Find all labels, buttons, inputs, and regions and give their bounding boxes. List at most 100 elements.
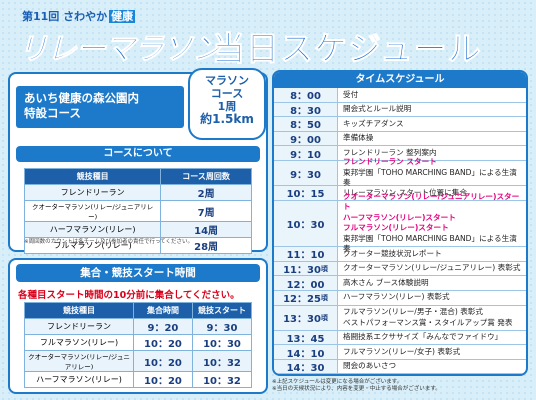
header-row: 競技種目 集合時間 競技スタート (24, 302, 253, 319)
row: クオーターマラソン(リレー/ジュニアリレー) 10：20 10：32 (24, 350, 253, 372)
column-header: 競技種目 (24, 302, 134, 319)
badge-line: コース (210, 87, 244, 100)
schedule-time: 13：45 (274, 330, 338, 345)
cell: 10：20 (132, 334, 193, 351)
column-header: コース周回数 (160, 168, 252, 185)
schedule-row: 10：15 リレーマラソン スタート位置に集合 (274, 186, 526, 201)
schedule-event: クオーターマラソン(リレー/ジュニアリレー) 表彰式 (338, 262, 526, 276)
start-notice: 各種目スタート時間の10分前に集合してください。 (18, 290, 240, 301)
venue-line: あいち健康の森公園内 (24, 91, 139, 105)
schedule-row: 9：10 フレンドリーラン 整列案内 (274, 146, 526, 161)
time-suffix: 頃 (320, 313, 328, 322)
cell: 14周 (160, 221, 252, 238)
row: フルマラソン(リレー) 10：20 10：30 (24, 334, 253, 351)
event-line: 東邦学園「TOHO MARCHING BAND」による生演奏 (343, 233, 517, 254)
cell: クオーターマラソン(リレー/ジュニアリレー) (24, 350, 134, 372)
schedule-time: 9：10 (274, 146, 338, 161)
time: 12：00 (286, 279, 325, 291)
schedule-event: 受付 (338, 88, 526, 102)
schedule-row: 8：30 開会式とルール説明 (274, 102, 526, 118)
time-suffix: 頃 (320, 264, 328, 273)
time: 14：10 (286, 348, 325, 360)
edition: 第11回 (22, 10, 60, 23)
time: 9：10 (290, 149, 321, 161)
event-line: フルマラソン(リレー)スタート (343, 223, 449, 233)
schedule-event: 格闘技系エクササイズ「みんなでファイドウ」 (338, 331, 526, 345)
schedule-event: クオーターマラソン(リレー/ジュニアリレー)スタート ハーフマラソン(リレー)スタ… (338, 192, 526, 254)
cell: 9：30 (191, 318, 253, 335)
column-header: 競技種目 (23, 168, 162, 185)
event-line: フレンドリーラン スタート (343, 157, 437, 167)
schedule-row: 12：25 頃ハーフマラソン(リレー) 表彰式 (274, 290, 526, 306)
schedule-time: 14：10 (274, 345, 338, 360)
row: ハーフマラソン(リレー) 10：20 10：32 (24, 371, 253, 388)
note: ※上記スケジュールは変更になる場合がございます。 (272, 379, 403, 385)
cell: ハーフマラソン(リレー) (23, 221, 162, 238)
schedule-time: 8：00 (274, 88, 338, 102)
event-line: クオーターマラソン(リレー/ジュニアリレー) 表彰式 (343, 263, 521, 273)
schedule-time: 10：15 (274, 186, 338, 200)
schedule-row: 9：30 フレンドリーラン スタート 東邦学園「TOHO MARCHING BAND… (274, 157, 526, 187)
start-table: 競技種目 集合時間 競技スタート フレンドリーラン 9：20 9：30 フルマラソン(リレー… (24, 302, 253, 388)
time: 8：50 (290, 120, 321, 132)
time: 14：30 (286, 363, 325, 375)
time: 11：30 (283, 265, 321, 277)
header-subtitle: 当日スケジュール (212, 29, 482, 69)
course-badge: マラソン コース 1周 約1.5km (188, 68, 266, 140)
time: 13：45 (286, 334, 325, 345)
event-line: クオーター競技状況レポート (343, 248, 442, 258)
schedule-event: キッズチアダンス (338, 117, 526, 131)
time: 8：00 (290, 91, 321, 103)
schedule-event: 閉会のあいさつ (338, 360, 526, 374)
schedule-time: 12：00 (274, 276, 338, 291)
event-line: クオーターマラソン(リレー/ジュニアリレー)スタート (343, 191, 520, 212)
course-note: ※周回数のカウントは各チーム及び参加者の責任で行ってください。 (24, 239, 194, 245)
time: 11：10 (286, 250, 325, 262)
cell: クオーターマラソン(リレー/ジュニアリレー) (23, 200, 162, 222)
time: 9：00 (290, 135, 321, 147)
schedule-time: 9：00 (274, 131, 338, 147)
badge-lap: 1周 (217, 100, 237, 113)
schedule-row: 8：50 キッズチアダンス (274, 117, 526, 132)
event-line: 受付 (343, 89, 359, 99)
schedule-event: 準備体操 (338, 132, 526, 146)
header-row: 競技種目 コース周回数 (23, 168, 252, 185)
badge-line: マラソン (205, 74, 249, 87)
schedule-event: フルマラソン(リレー/男子・混合) 表彰式 ベストパフォーマンス賞・スタイルアップ… (338, 306, 526, 330)
schedule-time: 11：10 (274, 247, 338, 261)
schedule-time: 13：30 頃 (274, 305, 338, 330)
cell: 7周 (160, 200, 252, 222)
schedule-row: 14：30 閉会のあいさつ (274, 359, 526, 375)
schedule-notes: ※上記スケジュールは変更になる場合がございます。 ※当日の天候状況により、内容を変… (272, 379, 441, 393)
event-line: 準備体操 (343, 133, 374, 143)
schedule-row: 14：10 フルマラソン(リレー/女子) 表彰式 (274, 345, 526, 360)
schedule-event: ハーフマラソン(リレー) 表彰式 (338, 291, 526, 305)
cell: 10：32 (191, 350, 253, 372)
schedule-row: 10：30 クオーターマラソン(リレー/ジュニアリレー)スタート ハーフマラソン(リ… (274, 192, 526, 254)
schedule-event: 開会式とルール説明 (338, 103, 526, 117)
event-line: ハーフマラソン(リレー)スタート (343, 212, 456, 222)
event-line: 格闘技系エクササイズ「みんなでファイドウ」 (343, 332, 503, 342)
column-header: 競技スタート (191, 302, 253, 319)
event-line: フレンドリーラン 整列案内 (343, 147, 437, 157)
event-line: 東邦学園「TOHO MARCHING BAND」による生演奏 (343, 167, 517, 188)
event-line: フルマラソン(リレー/男子・混合) 表彰式 (343, 307, 483, 317)
cell: ハーフマラソン(リレー) (24, 371, 134, 388)
cell: フルマラソン(リレー) (23, 237, 162, 254)
note: ※当日の天候状況により、内容を変更・中止する場合がございます。 (272, 386, 441, 392)
schedule-time: 11：30 頃 (274, 261, 338, 277)
schedule-row: 12：00 高木さん ブース体験説明 (274, 276, 526, 291)
cell: フレンドリーラン (24, 318, 134, 335)
schedule-event: フレンドリーラン スタート 東邦学園「TOHO MARCHING BAND」による… (338, 157, 526, 187)
event-line: 開会式とルール説明 (343, 104, 412, 114)
event-line: ハーフマラソン(リレー) 表彰式 (343, 292, 450, 302)
schedule-event: フルマラソン(リレー/女子) 表彰式 (338, 345, 526, 359)
cell: 10：32 (191, 371, 253, 388)
table: 競技種目 集合時間 競技スタート フレンドリーラン 9：20 9：30 フルマラソン(リレー… (24, 302, 253, 388)
cell: 28周 (160, 237, 252, 254)
row: フレンドリーラン 9：20 9：30 (24, 318, 253, 335)
column-header: 集合時間 (132, 302, 193, 319)
schedule-time: 14：30 (274, 359, 338, 375)
cell: フレンドリーラン (23, 184, 162, 201)
